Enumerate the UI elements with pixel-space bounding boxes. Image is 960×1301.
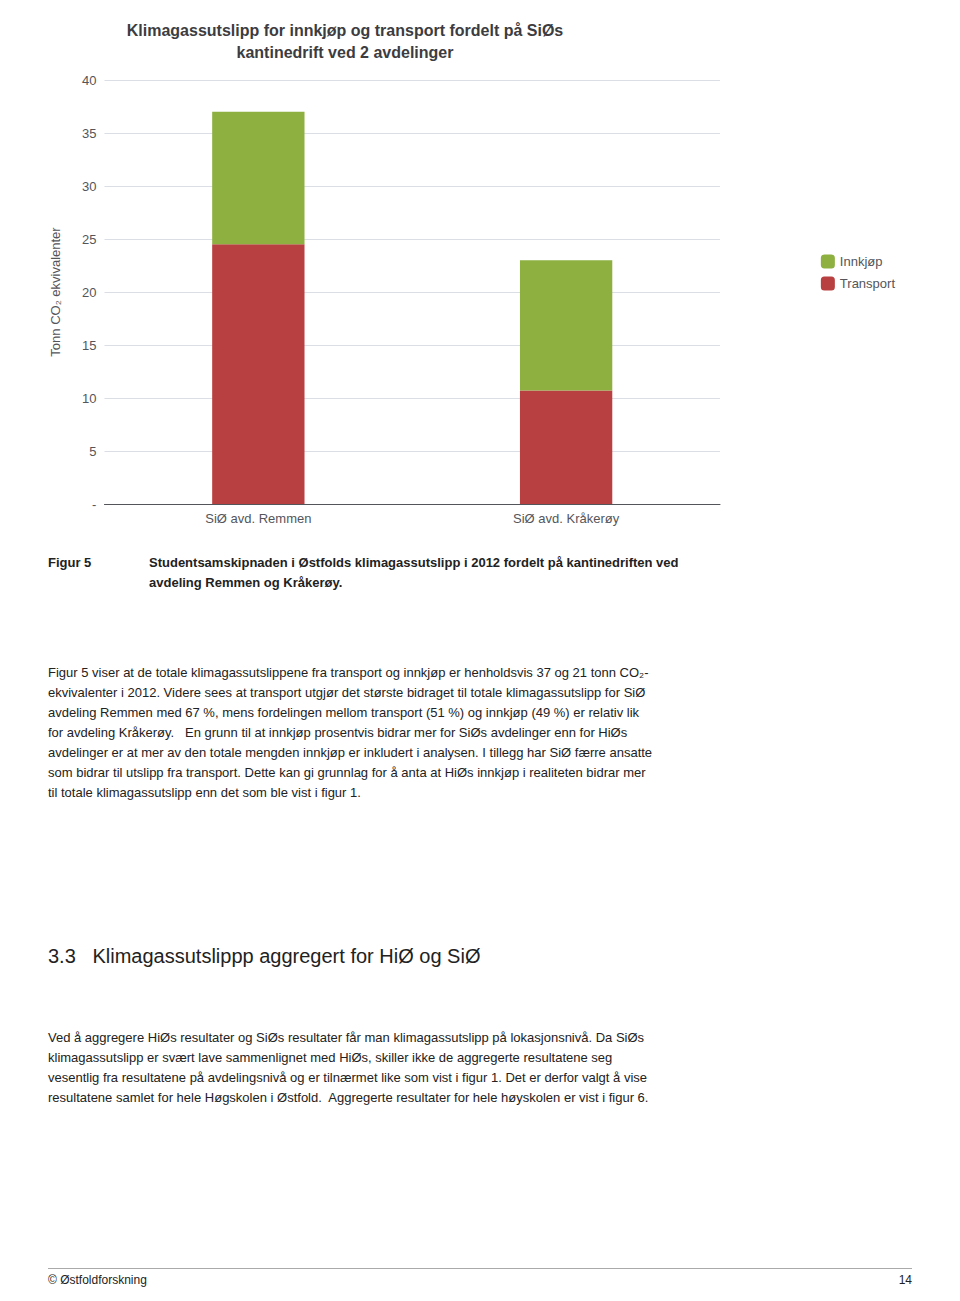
svg-text:20: 20: [82, 285, 96, 300]
svg-text:30: 30: [82, 179, 96, 194]
svg-text:Klimagassutslipp for innkjøp o: Klimagassutslipp for innkjøp og transpor…: [127, 22, 564, 39]
svg-text:Tonn CO₂ ekvivalenter: Tonn CO₂ ekvivalenter: [48, 227, 63, 357]
html-text:Studentsamskipnaden i Østfolds: Studentsamskipnaden i Østfolds klimagass…: [149, 555, 679, 570]
html-text:© Østfoldforskning: © Østfoldforskning: [48, 1273, 147, 1287]
svg-text:5: 5: [89, 444, 96, 459]
svg-text:Innkjøp: Innkjøp: [840, 254, 883, 269]
svg-text:10: 10: [82, 391, 96, 406]
svg-text:SiØ avd. Kråkerøy: SiØ avd. Kråkerøy: [513, 511, 620, 526]
html-text:Figur 5 viser at de totale kli: Figur 5 viser at de totale klimagassutsl…: [48, 665, 653, 800]
svg-text:Transport: Transport: [840, 276, 896, 291]
html-text:Figur 5: Figur 5: [48, 555, 92, 570]
svg-text:15: 15: [82, 338, 96, 353]
html-text:Ved å aggregere HiØs resultate: Ved å aggregere HiØs resultater og SiØs …: [48, 1030, 649, 1105]
html-text:3.3 Klimagassutslippp aggreger: 3.3 Klimagassutslippp aggregert for HiØ …: [48, 945, 481, 967]
html-text:avdeling Remmen og Kråkerøy.: avdeling Remmen og Kråkerøy.: [149, 575, 343, 590]
svg-text:25: 25: [82, 232, 96, 247]
svg-text:kantinedrift ved 2 avdelinger: kantinedrift ved 2 avdelinger: [237, 44, 454, 61]
svg-text:35: 35: [82, 126, 96, 141]
html-text:14: 14: [898, 1273, 912, 1287]
svg-text:SiØ avd. Remmen: SiØ avd. Remmen: [205, 511, 311, 526]
svg-text:-: -: [92, 497, 96, 512]
svg-text:40: 40: [82, 73, 96, 88]
